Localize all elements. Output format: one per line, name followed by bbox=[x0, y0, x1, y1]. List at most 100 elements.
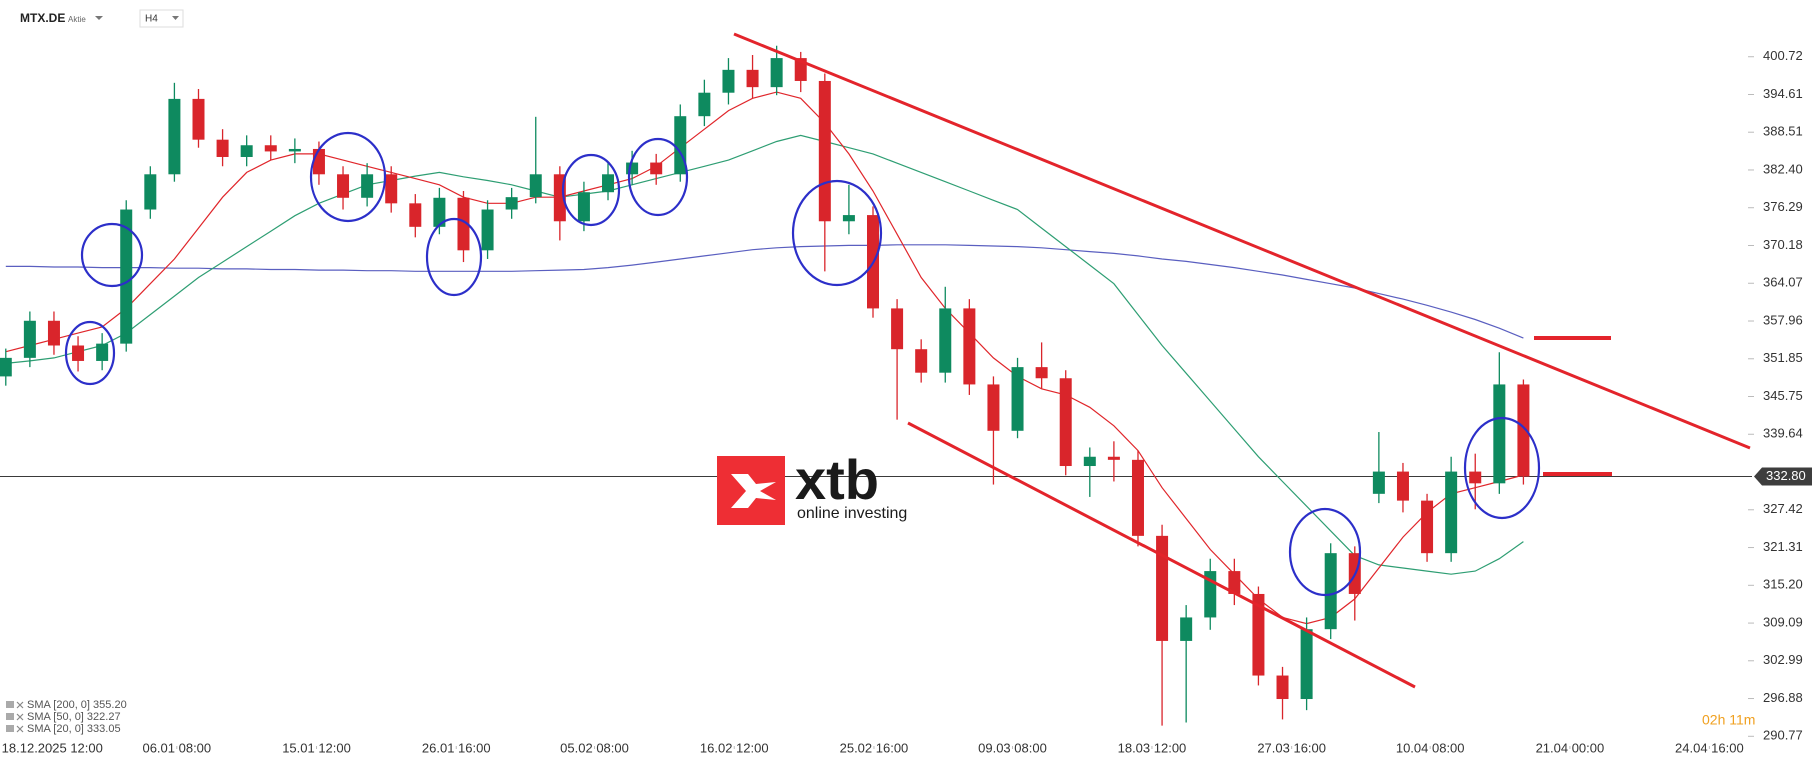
highlight-circle bbox=[1463, 416, 1541, 520]
candle-body bbox=[987, 384, 1000, 431]
candle-body bbox=[1131, 459, 1144, 536]
y-tick-label: 382.40 bbox=[1763, 161, 1803, 176]
candle-body bbox=[1421, 500, 1434, 554]
candle-body bbox=[1107, 456, 1120, 460]
candle-body bbox=[1300, 629, 1313, 700]
last-price-label: 332.80 bbox=[1766, 468, 1806, 483]
annotations bbox=[64, 32, 1751, 689]
candle-body bbox=[216, 139, 229, 157]
last-price-tag bbox=[1754, 467, 1812, 486]
highlight-circle bbox=[425, 217, 483, 297]
logo-tagline: online investing bbox=[797, 505, 907, 522]
candle-body bbox=[1396, 471, 1409, 501]
candle-body bbox=[674, 116, 687, 175]
legend-close-icon bbox=[16, 701, 24, 709]
sma-line bbox=[5, 91, 1524, 625]
dropdown-arrow[interactable] bbox=[95, 16, 103, 20]
highlight-circle bbox=[1288, 507, 1362, 597]
legend-icon bbox=[6, 713, 14, 720]
y-tick-label: 400.72 bbox=[1763, 48, 1803, 63]
y-tick-label: 302.99 bbox=[1763, 652, 1803, 667]
highlight-circle bbox=[309, 131, 387, 223]
x-tick-label: 06.01 08:00 bbox=[142, 740, 211, 755]
candle-body bbox=[23, 320, 36, 358]
candle-body bbox=[1517, 384, 1530, 477]
candle-body bbox=[650, 162, 663, 175]
y-tick-label: 315.20 bbox=[1763, 577, 1803, 592]
candle-body bbox=[529, 174, 542, 198]
x-tick-label: 10.04 08:00 bbox=[1396, 740, 1465, 755]
candle-body bbox=[939, 308, 952, 373]
x-tick-label: 21.04 00:00 bbox=[1536, 740, 1605, 755]
y-tick-label: 327.42 bbox=[1763, 501, 1803, 516]
candle-body bbox=[505, 197, 518, 210]
candle-body bbox=[963, 308, 976, 385]
y-tick-label: 339.64 bbox=[1763, 426, 1803, 441]
legend-label: SMA [200, 0] 355.20 bbox=[27, 699, 127, 711]
x-tick-label: 09.03 08:00 bbox=[978, 740, 1047, 755]
candle-body bbox=[915, 349, 928, 373]
candle-body bbox=[1083, 456, 1096, 467]
dropdown-arrow[interactable] bbox=[172, 16, 179, 20]
candle-body bbox=[1324, 553, 1337, 630]
candle-body bbox=[0, 357, 12, 377]
y-tick-label: 296.88 bbox=[1763, 690, 1803, 705]
sma-line bbox=[5, 244, 1524, 339]
candle-body bbox=[361, 174, 374, 198]
y-tick-label: 351.85 bbox=[1763, 350, 1803, 365]
candle-body bbox=[1228, 571, 1241, 594]
x-tick-label: 05.02 08:00 bbox=[560, 740, 629, 755]
candle-body bbox=[1180, 617, 1193, 641]
candle-body bbox=[72, 345, 85, 361]
x-tick-label: 18.12.2025 12:00 bbox=[2, 740, 103, 755]
sma-line bbox=[5, 134, 1524, 575]
x-tick-label: 27.03 16:00 bbox=[1257, 740, 1326, 755]
highlight-circle bbox=[791, 179, 883, 287]
highlight-circle bbox=[80, 222, 144, 288]
y-tick-label: 290.77 bbox=[1763, 728, 1803, 743]
y-tick-label: 345.75 bbox=[1763, 388, 1803, 403]
candle-body bbox=[1035, 367, 1048, 379]
y-tick-label: 309.09 bbox=[1763, 615, 1803, 630]
x-tick-label: 18.03 12:00 bbox=[1118, 740, 1187, 755]
x-tick-label: 15.01 12:00 bbox=[282, 740, 351, 755]
candle-body bbox=[1011, 367, 1024, 431]
legend-icon bbox=[6, 725, 14, 732]
candle-timer: 02h 11m bbox=[1702, 712, 1755, 728]
candle-body bbox=[120, 209, 133, 344]
candle-body bbox=[1372, 471, 1385, 494]
candle-body bbox=[409, 203, 422, 227]
legend-close-icon bbox=[16, 713, 24, 721]
candle-body bbox=[577, 192, 590, 222]
logo-brand: xtb bbox=[795, 448, 879, 511]
candle-body bbox=[96, 343, 109, 361]
legend-label: SMA [50, 0] 322.27 bbox=[27, 711, 121, 723]
candle-body bbox=[144, 174, 157, 210]
highlight-circle bbox=[627, 137, 689, 217]
candle-body bbox=[1252, 593, 1265, 676]
y-tick-label: 364.07 bbox=[1763, 275, 1803, 290]
candle-body bbox=[1445, 471, 1458, 554]
trend-line bbox=[733, 32, 1751, 450]
y-tick-label: 357.96 bbox=[1763, 312, 1803, 327]
candle-body bbox=[1493, 384, 1506, 484]
candle-body bbox=[770, 58, 783, 88]
candle-body bbox=[722, 69, 735, 93]
candle-body bbox=[312, 148, 325, 175]
legend-close-icon bbox=[16, 725, 24, 733]
x-tick-label: 16.02 12:00 bbox=[700, 740, 769, 755]
x-tick-label: 26.01 16:00 bbox=[422, 740, 491, 755]
logo-icon bbox=[731, 474, 776, 508]
highlight-circle bbox=[561, 153, 621, 227]
candle-body bbox=[168, 98, 181, 175]
x-tick-label: 25.02 16:00 bbox=[840, 740, 909, 755]
instrument-type: Aktie bbox=[68, 15, 86, 24]
y-tick-label: 388.51 bbox=[1763, 124, 1803, 139]
timeframe[interactable]: H4 bbox=[145, 14, 158, 25]
y-tick-label: 376.29 bbox=[1763, 199, 1803, 214]
timeframe-box[interactable] bbox=[139, 9, 184, 28]
candle-body bbox=[1059, 378, 1072, 467]
candle-body bbox=[47, 320, 60, 346]
